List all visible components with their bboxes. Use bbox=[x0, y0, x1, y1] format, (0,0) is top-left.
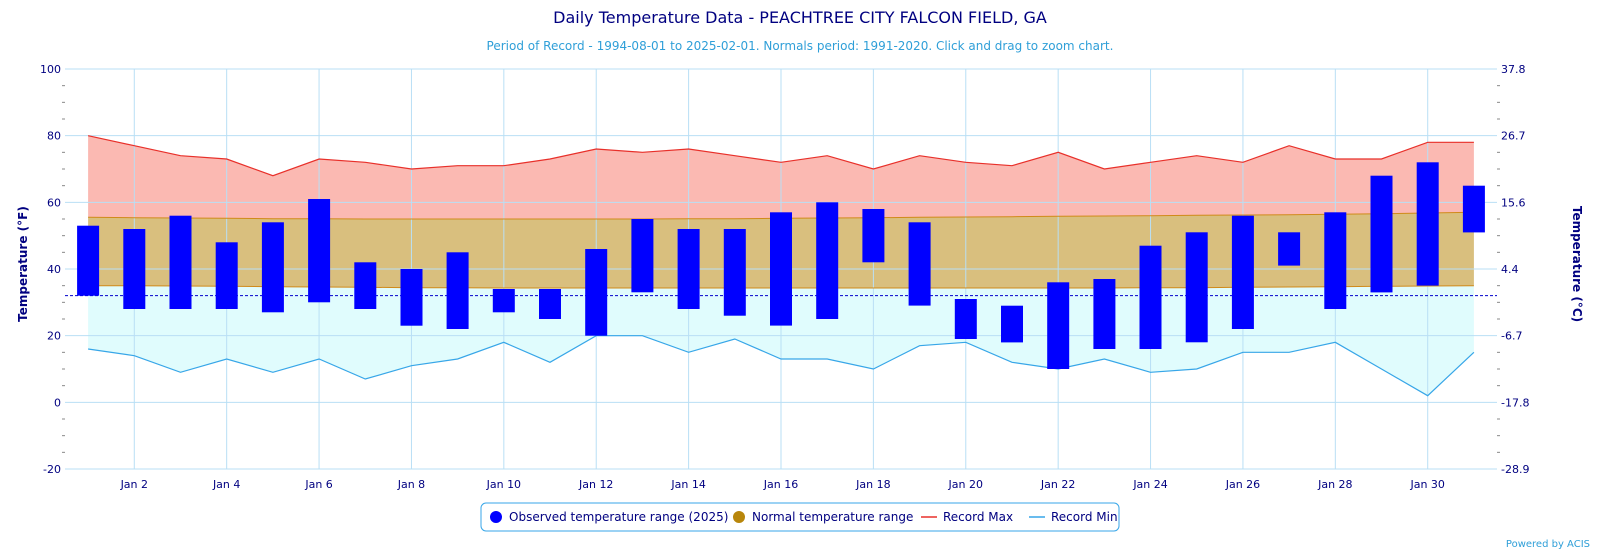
x-tick-label: Jan 22 bbox=[1040, 478, 1075, 491]
y-tick-label-left: 100 bbox=[40, 63, 61, 76]
chart-subtitle: Period of Record - 1994-08-01 to 2025-02… bbox=[487, 39, 1114, 53]
observed-bar-jan-12[interactable] bbox=[585, 249, 608, 336]
y-tick-label-right: 26.7 bbox=[1501, 130, 1526, 143]
observed-bar-jan-9[interactable] bbox=[446, 252, 469, 329]
y-tick-label-right: -17.8 bbox=[1501, 396, 1529, 409]
observed-bar-jan-8[interactable] bbox=[400, 269, 423, 326]
x-tick-label: Jan 26 bbox=[1225, 478, 1260, 491]
y-tick-label-left: 80 bbox=[47, 130, 61, 143]
legend-item-record-max[interactable]: Record Max bbox=[921, 510, 1013, 524]
y-axis-left-title: Temperature (°F) bbox=[16, 206, 30, 322]
observed-bar-jan-31[interactable] bbox=[1462, 185, 1485, 233]
observed-bar-jan-26[interactable] bbox=[1231, 215, 1254, 329]
observed-bar-jan-24[interactable] bbox=[1139, 245, 1162, 349]
legend-normal-dot bbox=[733, 511, 745, 523]
x-tick-label: Jan 6 bbox=[304, 478, 332, 491]
y-axis-right-title: Temperature (°C) bbox=[1570, 206, 1584, 322]
x-tick-label: Jan 4 bbox=[212, 478, 240, 491]
y-axis-left: -20 0 20 40 60 80 100 bbox=[40, 63, 61, 476]
legend-observed-dot bbox=[490, 511, 502, 523]
observed-bar-jan-15[interactable] bbox=[723, 229, 746, 316]
y-tick-label-left: 20 bbox=[47, 330, 61, 343]
y-tick-label-right: -6.7 bbox=[1501, 330, 1522, 343]
x-tick-label: Jan 20 bbox=[948, 478, 983, 491]
x-axis: Jan 2 Jan 4 Jan 6 Jan 8 Jan 10 Jan 12 Jan 14 Ja… bbox=[120, 478, 1445, 491]
y-tick-label-right: 37.8 bbox=[1501, 63, 1526, 76]
observed-bars[interactable] bbox=[77, 162, 1485, 369]
x-tick-label: Jan 8 bbox=[397, 478, 425, 491]
observed-bar-jan-6[interactable] bbox=[308, 199, 331, 303]
observed-bar-jan-22[interactable] bbox=[1047, 282, 1070, 369]
y-tick-label-left: 40 bbox=[47, 263, 61, 276]
legend-item-observed[interactable]: Observed temperature range (2025) bbox=[490, 510, 728, 524]
observed-bar-jan-21[interactable] bbox=[1001, 305, 1023, 343]
legend-record-min-label: Record Min bbox=[1051, 510, 1118, 524]
observed-bar-jan-27[interactable] bbox=[1278, 232, 1301, 266]
observed-bar-jan-1[interactable] bbox=[77, 225, 100, 296]
y-axis-right: -28.9 -17.8 -6.7 4.4 15.6 26.7 37.8 bbox=[1501, 63, 1529, 476]
x-tick-label: Jan 16 bbox=[763, 478, 798, 491]
observed-bar-jan-19[interactable] bbox=[908, 222, 931, 306]
chart-legend[interactable]: Observed temperature range (2025) Normal… bbox=[480, 502, 1120, 532]
observed-bar-jan-5[interactable] bbox=[261, 222, 284, 313]
legend-box bbox=[480, 502, 1120, 532]
observed-bar-jan-25[interactable] bbox=[1185, 232, 1208, 343]
observed-bar-jan-4[interactable] bbox=[215, 242, 238, 309]
record-max-line bbox=[87, 135, 1474, 177]
observed-bar-jan-14[interactable] bbox=[677, 229, 700, 309]
x-tick-label: Jan 12 bbox=[578, 478, 613, 491]
observed-bar-jan-13[interactable] bbox=[631, 219, 654, 293]
record-min-line bbox=[88, 335, 1475, 397]
legend-item-record-min[interactable]: Record Min bbox=[1029, 510, 1118, 524]
y-tick-label-right: 4.4 bbox=[1501, 263, 1519, 276]
observed-bar-jan-30[interactable] bbox=[1416, 162, 1439, 286]
observed-bar-jan-28[interactable] bbox=[1324, 212, 1347, 309]
credit-text[interactable]: Powered by ACIS bbox=[1506, 539, 1590, 550]
observed-bar-jan-7[interactable] bbox=[354, 262, 377, 309]
observed-bar-jan-2[interactable] bbox=[123, 229, 146, 309]
y-tick-label-left: 60 bbox=[47, 196, 61, 209]
observed-bar-jan-29[interactable] bbox=[1370, 175, 1393, 293]
observed-bar-jan-18[interactable] bbox=[862, 209, 885, 263]
y-tick-label-left: 0 bbox=[54, 396, 61, 409]
legend-record-max-label: Record Max bbox=[943, 510, 1013, 524]
observed-bar-jan-17[interactable] bbox=[816, 202, 839, 319]
y-tick-label-right: -28.9 bbox=[1501, 463, 1529, 476]
x-tick-label: Jan 24 bbox=[1132, 478, 1167, 491]
legend-item-normal[interactable]: Normal temperature range bbox=[733, 510, 913, 524]
x-tick-label: Jan 2 bbox=[120, 478, 148, 491]
observed-bar-jan-10[interactable] bbox=[492, 289, 515, 313]
observed-bar-jan-16[interactable] bbox=[770, 212, 792, 326]
observed-bar-jan-23[interactable] bbox=[1093, 279, 1116, 349]
x-tick-label: Jan 30 bbox=[1409, 478, 1444, 491]
observed-bar-jan-3[interactable] bbox=[169, 215, 192, 309]
y-tick-label-left: -20 bbox=[43, 463, 61, 476]
observed-bar-jan-20[interactable] bbox=[954, 299, 977, 339]
observed-bar-jan-11[interactable] bbox=[539, 289, 561, 319]
x-tick-label: Jan 10 bbox=[486, 478, 521, 491]
y-tick-label-right: 15.6 bbox=[1501, 196, 1526, 209]
x-tick-label: Jan 18 bbox=[855, 478, 890, 491]
x-tick-label: Jan 14 bbox=[670, 478, 705, 491]
legend-normal-label: Normal temperature range bbox=[752, 510, 913, 524]
legend-observed-label: Observed temperature range (2025) bbox=[509, 510, 728, 524]
x-tick-label: Jan 28 bbox=[1317, 478, 1352, 491]
chart-title: Daily Temperature Data - PEACHTREE CITY … bbox=[553, 8, 1047, 27]
